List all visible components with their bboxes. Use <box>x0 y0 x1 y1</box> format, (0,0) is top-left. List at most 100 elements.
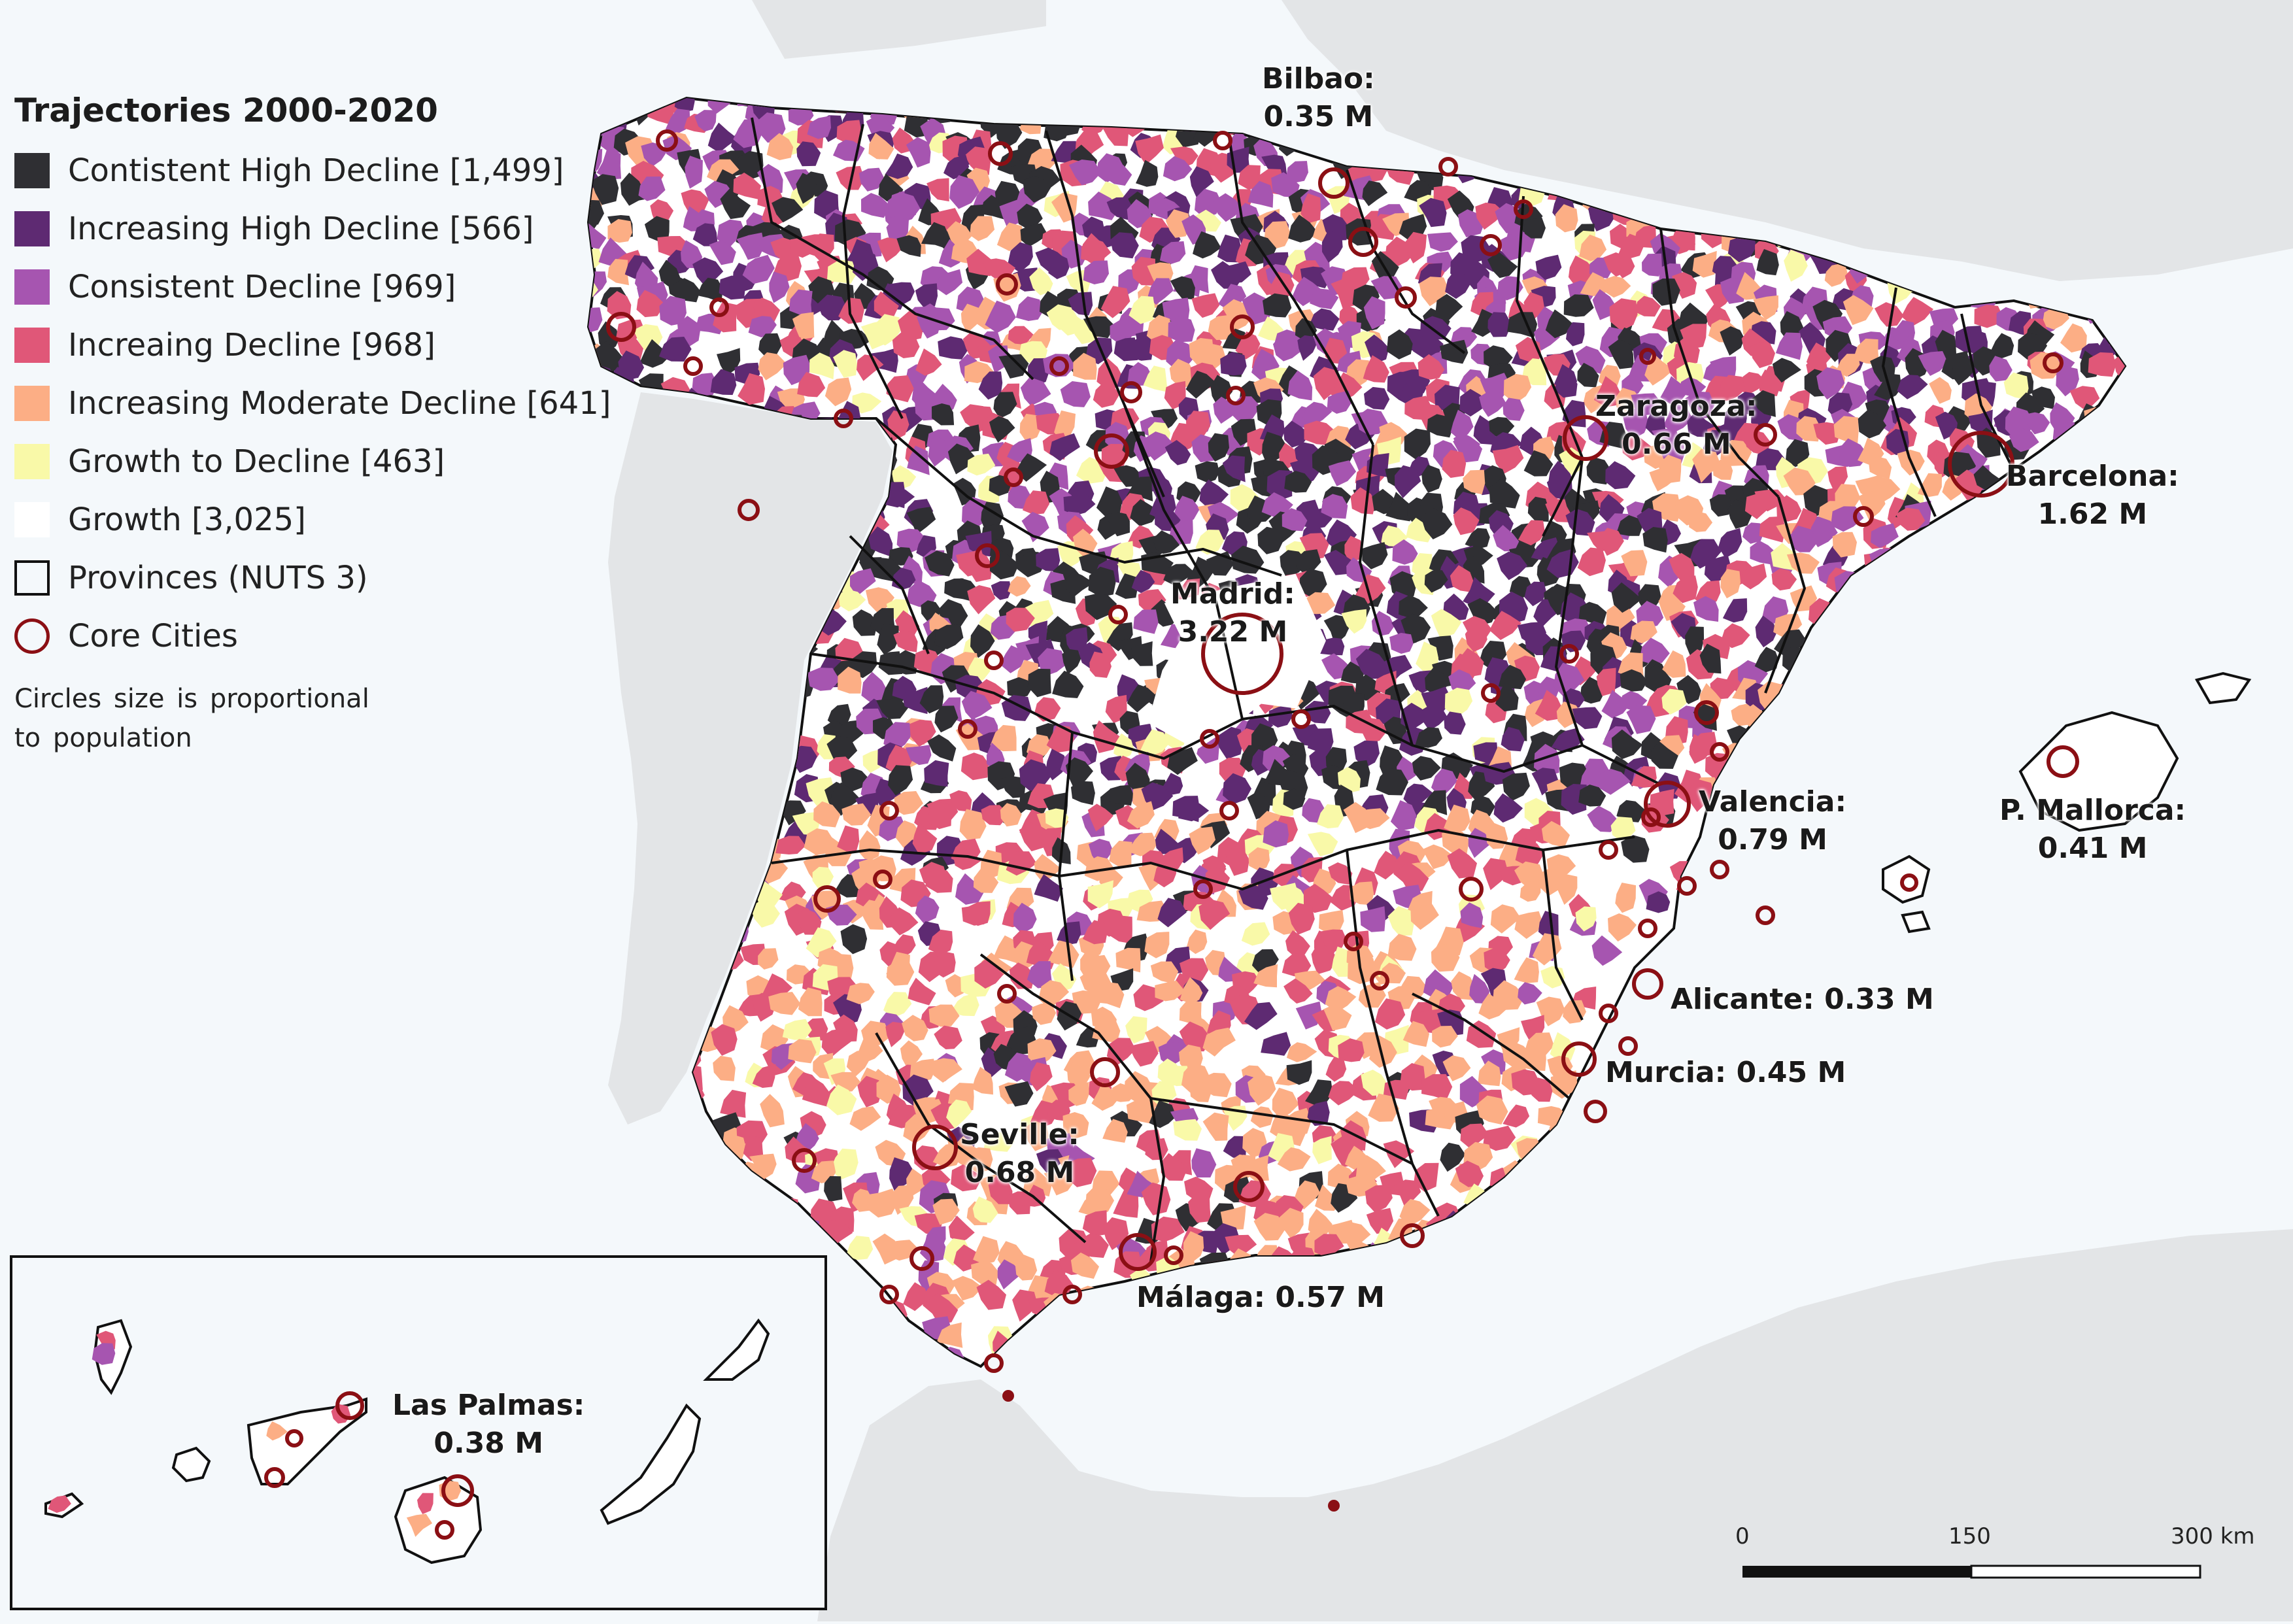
core-city-circle <box>1644 781 1691 828</box>
legend-label: Growth [3,025] <box>68 501 306 538</box>
scale-tick-0: 0 <box>1735 1523 1750 1549</box>
core-city-circle <box>1344 932 1363 951</box>
core-city-circle <box>1164 1245 1183 1265</box>
legend-item-increasing-moderate-decline: Increasing Moderate Decline [641] <box>14 374 611 432</box>
city-label-madrid: Madrid: 3.22 M <box>1170 577 1295 649</box>
legend-item-core-cities: Core Cities <box>14 607 603 665</box>
legend-swatch <box>14 211 50 246</box>
legend-title: Trajectories 2000-2020 <box>14 92 438 129</box>
core-city-circle-icon <box>14 618 50 654</box>
city-label-seville: Seville: 0.68 M <box>960 1118 1079 1189</box>
core-city-circle <box>1119 1233 1157 1271</box>
core-city-circle <box>1370 971 1389 990</box>
legend-item-growth: Growth [3,025] <box>14 490 603 549</box>
core-city-circle <box>1599 840 1618 860</box>
legend-swatch <box>14 501 50 537</box>
core-city-circle <box>873 870 892 889</box>
city-label-barcelona: Barcelona: 1.62 M <box>2006 460 2179 531</box>
core-city-circle <box>1480 234 1502 256</box>
core-city-circle <box>1459 877 1484 902</box>
core-city-circle <box>1632 968 1663 1000</box>
core-city-circle <box>879 801 899 820</box>
city-label-bilbao: Bilbao: 0.35 M <box>1262 62 1375 133</box>
core-city-circle <box>606 312 636 342</box>
scale-tick-300: 300 km <box>2171 1523 2255 1549</box>
core-city-circle <box>792 1148 817 1173</box>
legend-swatch <box>14 385 50 421</box>
legend-label: Increaing Decline [968] <box>68 326 435 364</box>
core-city-circle <box>2043 352 2064 373</box>
ceuta-marker <box>1002 1390 1014 1402</box>
core-city-circle <box>264 1467 285 1488</box>
core-city-circle <box>1641 807 1661 827</box>
legend-swatch <box>14 152 50 188</box>
core-city-circle <box>1201 613 1283 695</box>
core-city-circles <box>264 129 2079 1540</box>
city-label-mallorca: P. Mallorca: 0.41 M <box>1999 794 2186 865</box>
core-city-circle <box>1049 356 1069 376</box>
legend-label: Increasing Moderate Decline [641] <box>68 384 611 422</box>
core-city-circle <box>1219 801 1239 820</box>
legend-item-consistent-decline: Consistent Decline [969] <box>14 258 603 316</box>
core-city-circle <box>1108 605 1128 624</box>
core-city-circle <box>1213 131 1232 150</box>
core-city-circle <box>1226 386 1246 405</box>
legend-item-provinces: Provinces (NUTS 3) <box>14 549 603 607</box>
core-city-circle <box>1756 905 1775 925</box>
city-label-alicante: Alicante: 0.33 M <box>1671 983 1934 1016</box>
core-city-circle <box>813 885 841 913</box>
core-city-circle <box>1677 876 1697 896</box>
core-city-circle <box>1584 1100 1607 1123</box>
core-city-circle <box>335 1391 364 1420</box>
core-city-circle <box>1094 433 1129 469</box>
core-city-circle <box>1948 431 2014 498</box>
core-city-circle <box>996 273 1018 296</box>
core-city-circle <box>1900 873 1918 892</box>
core-city-circle <box>1694 700 1719 725</box>
city-label-malaga: Málaga: 0.57 M <box>1136 1281 1385 1314</box>
core-city-circle <box>958 719 977 739</box>
legend: Trajectories 2000-2020 Contistent High D… <box>14 92 611 758</box>
city-label-valencia: Valencia: 0.79 M <box>1699 785 1847 856</box>
core-city-circle <box>1120 381 1142 403</box>
core-city-circle <box>1200 729 1219 749</box>
core-city-circle <box>1090 1057 1120 1087</box>
core-city-circle <box>709 297 729 317</box>
core-city-circle <box>1348 227 1378 257</box>
core-city-circle <box>984 1353 1004 1373</box>
legend-note: Circles size is proportional to populati… <box>14 684 369 753</box>
core-city-circle <box>912 1125 958 1170</box>
core-city-circle <box>1853 506 1874 527</box>
core-city-circle <box>1438 157 1458 177</box>
core-city-circle <box>435 1520 454 1540</box>
core-city-circle <box>1400 1223 1425 1248</box>
legend-swatch <box>14 327 50 363</box>
legend-item-consistent-high-decline: Contistent High Decline [1,499] <box>14 141 603 199</box>
core-city-circle <box>1559 644 1579 664</box>
core-city-circle <box>1481 683 1501 703</box>
city-label-las-palmas: Las Palmas: 0.38 M <box>392 1389 585 1460</box>
legend-item-growth-to-decline: Growth to Decline [463] <box>14 432 603 490</box>
legend-label: Growth to Decline [463] <box>68 443 445 480</box>
core-city-circle <box>997 984 1017 1004</box>
core-city-circle <box>984 651 1004 670</box>
core-city-circle <box>1710 742 1729 762</box>
core-city-circle <box>1639 348 1656 365</box>
legend-label: Contistent High Decline [1,499] <box>68 152 564 189</box>
core-city-circle <box>2047 745 2079 778</box>
city-label-murcia: Murcia: 0.45 M <box>1605 1056 1846 1089</box>
core-city-circle <box>285 1429 303 1447</box>
core-city-circle <box>738 499 760 521</box>
core-city-circle <box>834 409 853 428</box>
core-city-circle <box>1318 167 1350 199</box>
legend-swatch <box>14 443 50 479</box>
core-city-circle <box>1638 919 1657 938</box>
core-city-circle <box>1062 1285 1082 1304</box>
core-city-circle <box>441 1474 474 1507</box>
legend-item-increasing-decline: Increaing Decline [968] <box>14 316 603 374</box>
core-city-circle <box>975 543 1000 568</box>
core-city-circle <box>1291 709 1311 729</box>
city-label-zaragoza: Zaragoza: 0.66 M <box>1595 390 1758 461</box>
